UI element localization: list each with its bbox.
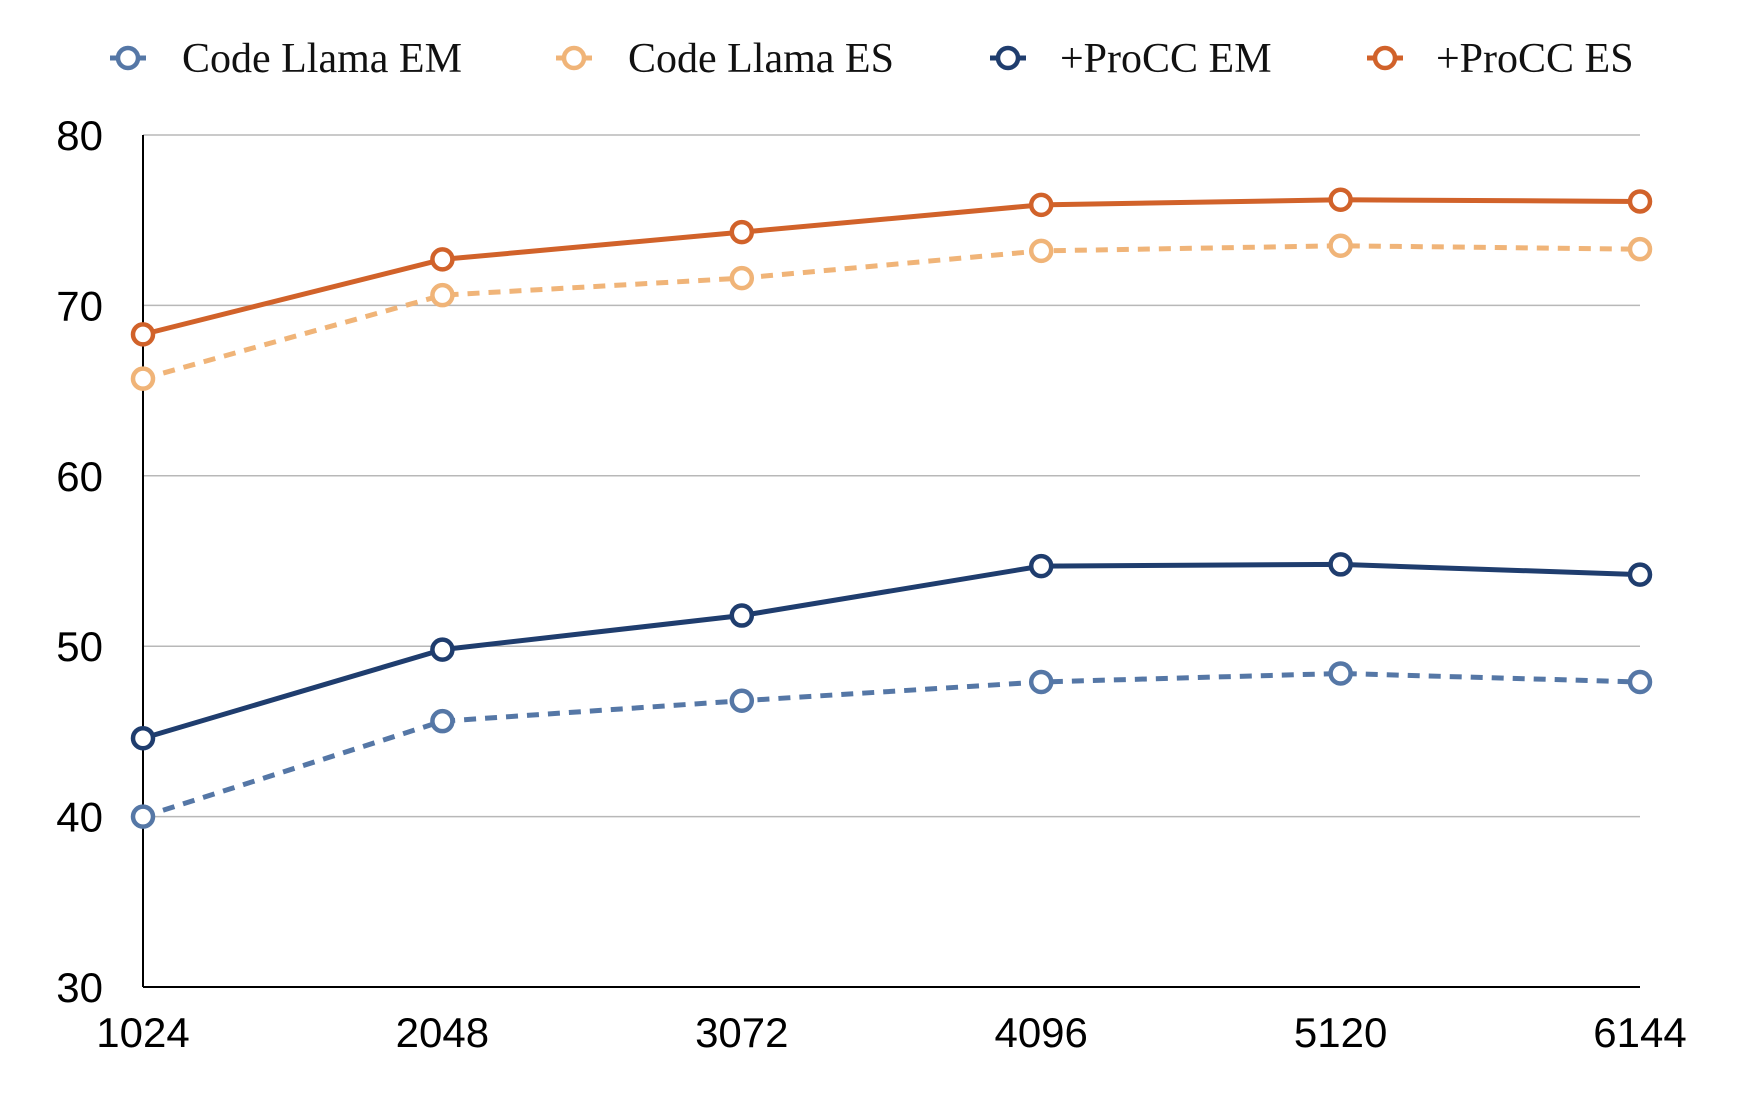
y-tick-label: 50 [56,623,103,670]
x-tick-labels: 1024 2048 3072 4096 5120 6144 [96,1009,1686,1056]
x-tick-label: 5120 [1294,1009,1387,1056]
legend-item: +ProCC ES [1367,36,1634,82]
data-point [1627,669,1653,695]
legend-item: +ProCC EM [990,36,1272,82]
data-point [729,688,755,713]
legend-label: Code Llama ES [628,36,894,82]
legend-marker [995,45,1021,71]
data-point [430,282,455,308]
data-point [430,247,455,272]
legend-item: Code Llama ES [556,36,894,82]
series-procc-em [130,552,1653,751]
data-point [1328,552,1353,577]
legend-label: Code Llama EM [182,36,462,82]
data-point [130,322,156,347]
legend: Code Llama EM Code Llama ES +ProCC EM +ProC… [110,36,1634,82]
data-point [729,219,755,245]
series-code-llama-es [130,233,1653,391]
data-point [430,637,455,662]
data-point [1028,669,1054,695]
series-code-llama-em [130,661,1653,829]
axes [142,135,1640,988]
data-point [1028,238,1054,264]
data-point [1028,553,1054,579]
series-lines [130,187,1653,829]
data-point [130,725,156,751]
y-tick-label: 70 [56,282,103,329]
data-point [430,708,455,734]
y-tick-label: 80 [56,112,103,159]
data-point [1627,562,1653,587]
x-tick-label: 4096 [994,1009,1087,1056]
x-tick-label: 1024 [96,1009,189,1056]
legend-marker [1372,45,1398,71]
legend-label: +ProCC ES [1436,36,1634,82]
y-tick-labels: 30 40 50 60 70 80 [56,112,103,1011]
legend-label: +ProCC EM [1060,36,1272,82]
x-tick-label: 3072 [695,1009,788,1056]
y-tick-label: 30 [56,964,103,1011]
series-line [142,561,1641,741]
data-point [1328,233,1353,259]
series-line [142,670,1641,819]
data-point [1627,236,1653,262]
data-point [1627,189,1653,214]
data-point [1028,192,1054,218]
data-point [130,804,156,829]
series-procc-es [130,187,1653,347]
data-point [1328,187,1353,213]
y-tick-label: 60 [56,453,103,500]
grid-lines [143,134,1640,818]
data-point [1328,661,1353,686]
x-tick-label: 2048 [396,1009,489,1056]
x-tick-label: 6144 [1593,1009,1686,1056]
series-line [142,243,1641,382]
legend-item: Code Llama EM [110,36,462,82]
legend-marker [115,45,141,71]
data-point [729,603,755,628]
y-tick-label: 40 [56,794,103,841]
data-point [130,366,156,391]
legend-marker [561,45,587,71]
series-line [142,197,1641,337]
data-point [729,265,755,291]
